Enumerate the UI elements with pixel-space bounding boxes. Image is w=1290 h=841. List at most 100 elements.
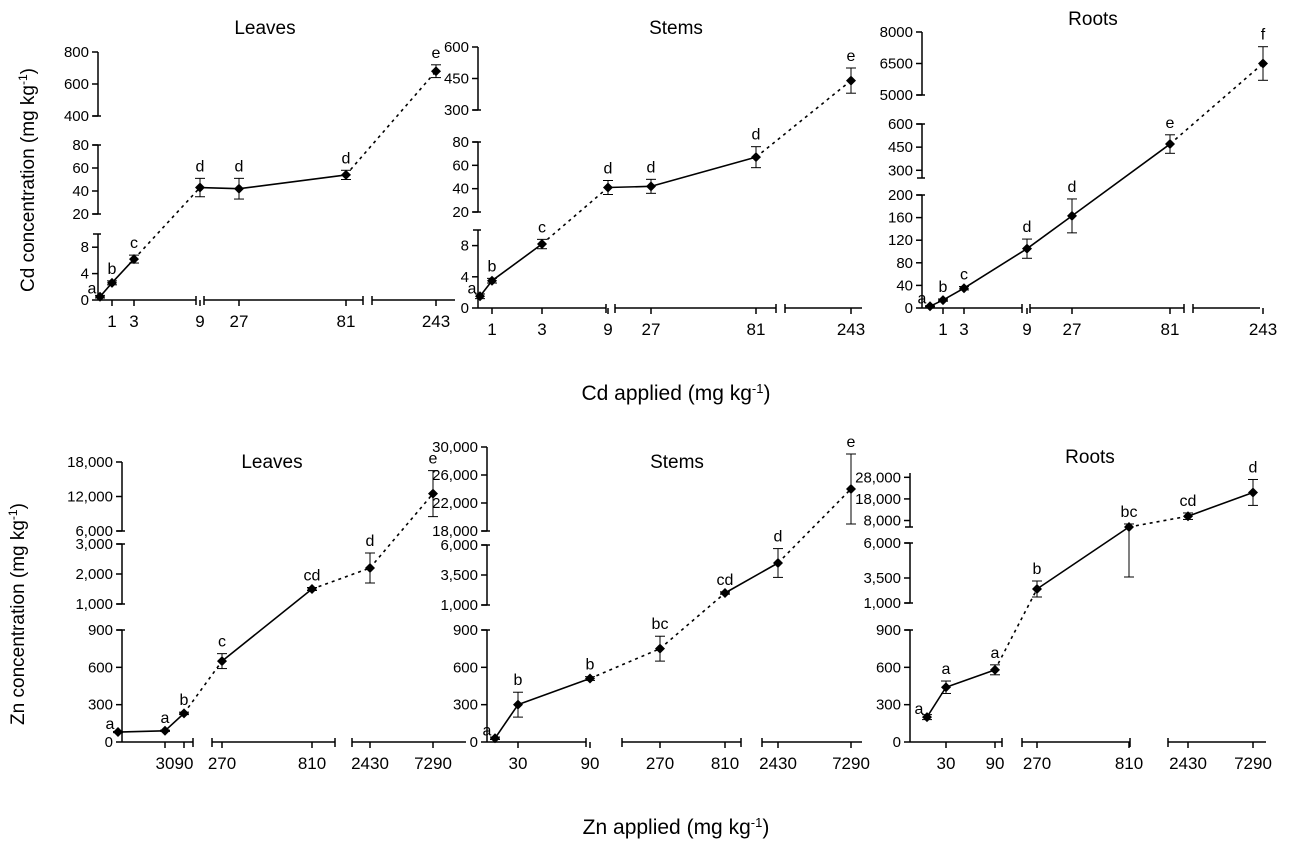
series-line-segment <box>963 247 1028 289</box>
cd-y-axis-label: Cd concentration (mg kg-1) <box>16 68 39 292</box>
y-tick-label: 18,000 <box>432 523 478 540</box>
y-tick-label: 600 <box>453 659 478 676</box>
y-tick-label: 6,000 <box>863 535 901 552</box>
y-tick-label: 300 <box>444 102 469 119</box>
series-line-segment <box>1128 515 1189 528</box>
y-tick-label: 80 <box>72 137 89 154</box>
data-point <box>487 275 497 286</box>
series-line-segment <box>164 712 185 732</box>
significance-letter: d <box>774 529 783 546</box>
panel-title: Roots <box>1068 9 1118 30</box>
panel-zn-roots: Roots 0 300 600 900 1,000 3,500 6,000 8,000 18,00… <box>855 447 1272 773</box>
y-tick-label: 4 <box>81 266 89 283</box>
significance-letter: b <box>488 258 497 275</box>
x-tick-label: 81 <box>337 312 356 331</box>
significance-letter: a <box>106 716 115 733</box>
significance-letter: a <box>161 710 170 727</box>
series-line-segment <box>541 186 609 245</box>
y-tick-label: 18,000 <box>855 491 901 508</box>
significance-letter: e <box>429 451 438 468</box>
y-tick-label: 900 <box>453 622 478 639</box>
y-tick-label: 600 <box>876 659 901 676</box>
series-line-segment <box>311 567 371 590</box>
y-tick-label: 60 <box>452 157 469 174</box>
significance-letter: f <box>1261 27 1266 44</box>
y-tick-label: 40 <box>452 181 469 198</box>
x-tick-label: 7290 <box>832 754 870 773</box>
significance-letter: a <box>942 661 951 678</box>
y-tick-label: 0 <box>81 292 89 309</box>
x-tick-label: 9 <box>1022 320 1031 339</box>
data-point <box>179 708 189 719</box>
series-line-segment <box>1036 526 1130 590</box>
significance-letter: e <box>847 48 856 65</box>
y-tick-label: 600 <box>888 116 913 133</box>
y-tick-label: 40 <box>72 183 89 200</box>
series-line-segment <box>945 669 996 688</box>
significance-letter: cd <box>717 572 734 589</box>
significance-letter: d <box>342 150 351 167</box>
y-tick-label: 22,000 <box>432 495 478 512</box>
y-tick-label: 0 <box>905 300 913 317</box>
y-tick-label: 3,500 <box>440 567 478 584</box>
y-tick-label: 1,000 <box>440 597 478 614</box>
series-line-segment <box>1026 215 1073 250</box>
series-line-segment <box>724 562 779 594</box>
data-point <box>1067 210 1077 221</box>
y-tick-label: 1,000 <box>75 596 113 613</box>
zn-y-axis-label: Zn concentration (mg kg-1) <box>6 503 29 725</box>
x-tick-label: 9 <box>603 320 612 339</box>
data-point <box>1124 522 1134 532</box>
x-tick-label: 81 <box>747 320 766 339</box>
x-tick-label: 1 <box>107 312 116 331</box>
series-line-segment <box>133 187 201 260</box>
data-point <box>751 152 761 163</box>
significance-letter: a <box>88 281 97 298</box>
significance-letter: e <box>432 45 441 62</box>
series-line-segment <box>650 156 757 188</box>
series-line-segment <box>199 186 240 190</box>
series-line-segment <box>238 174 347 190</box>
data-point <box>938 295 948 306</box>
y-tick-label: 300 <box>453 697 478 714</box>
series-line-segment <box>183 660 223 714</box>
y-tick-label: 5000 <box>880 87 913 104</box>
x-tick-label: 9 <box>195 312 204 331</box>
y-tick-label: 6,000 <box>75 523 113 540</box>
y-tick-label: 450 <box>444 71 469 88</box>
x-tick-label: 243 <box>837 320 865 339</box>
data-point <box>113 727 123 738</box>
significance-letter: b <box>586 657 595 674</box>
y-tick-label: 12,000 <box>67 489 113 506</box>
data-point <box>720 588 730 598</box>
y-tick-label: 40 <box>896 277 913 294</box>
significance-letter: b <box>180 692 189 709</box>
data-point <box>922 712 932 723</box>
significance-letter: cd <box>1180 493 1197 510</box>
y-tick-label: 450 <box>888 139 913 156</box>
y-tick-label: 60 <box>72 160 89 177</box>
y-tick-label: 20 <box>452 204 469 221</box>
data-point <box>846 484 856 494</box>
x-tick-label: 2430 <box>1169 754 1207 773</box>
x-tick-label: 27 <box>642 320 661 339</box>
data-point <box>1183 511 1193 522</box>
y-tick-label: 0 <box>470 734 478 751</box>
significance-letter: d <box>366 533 375 550</box>
significance-letter: a <box>483 722 492 739</box>
significance-letter: b <box>108 261 117 278</box>
significance-letter: b <box>514 672 523 689</box>
data-point <box>655 643 665 654</box>
data-point <box>1165 139 1175 150</box>
data-point <box>603 182 613 193</box>
data-point <box>234 183 244 194</box>
series-line-segment <box>345 70 437 176</box>
y-tick-label: 160 <box>888 210 913 227</box>
series-line-segment <box>994 588 1038 671</box>
panel-cd-roots: Roots 0 40 80 120 160 200 300 450 600 5000 6500 8000… <box>880 9 1278 339</box>
significance-letter: a <box>918 290 927 307</box>
significance-letter: a <box>915 701 924 718</box>
y-tick-label: 26,000 <box>432 467 478 484</box>
data-point <box>941 682 951 693</box>
x-tick-label: 7290 <box>1234 754 1272 773</box>
